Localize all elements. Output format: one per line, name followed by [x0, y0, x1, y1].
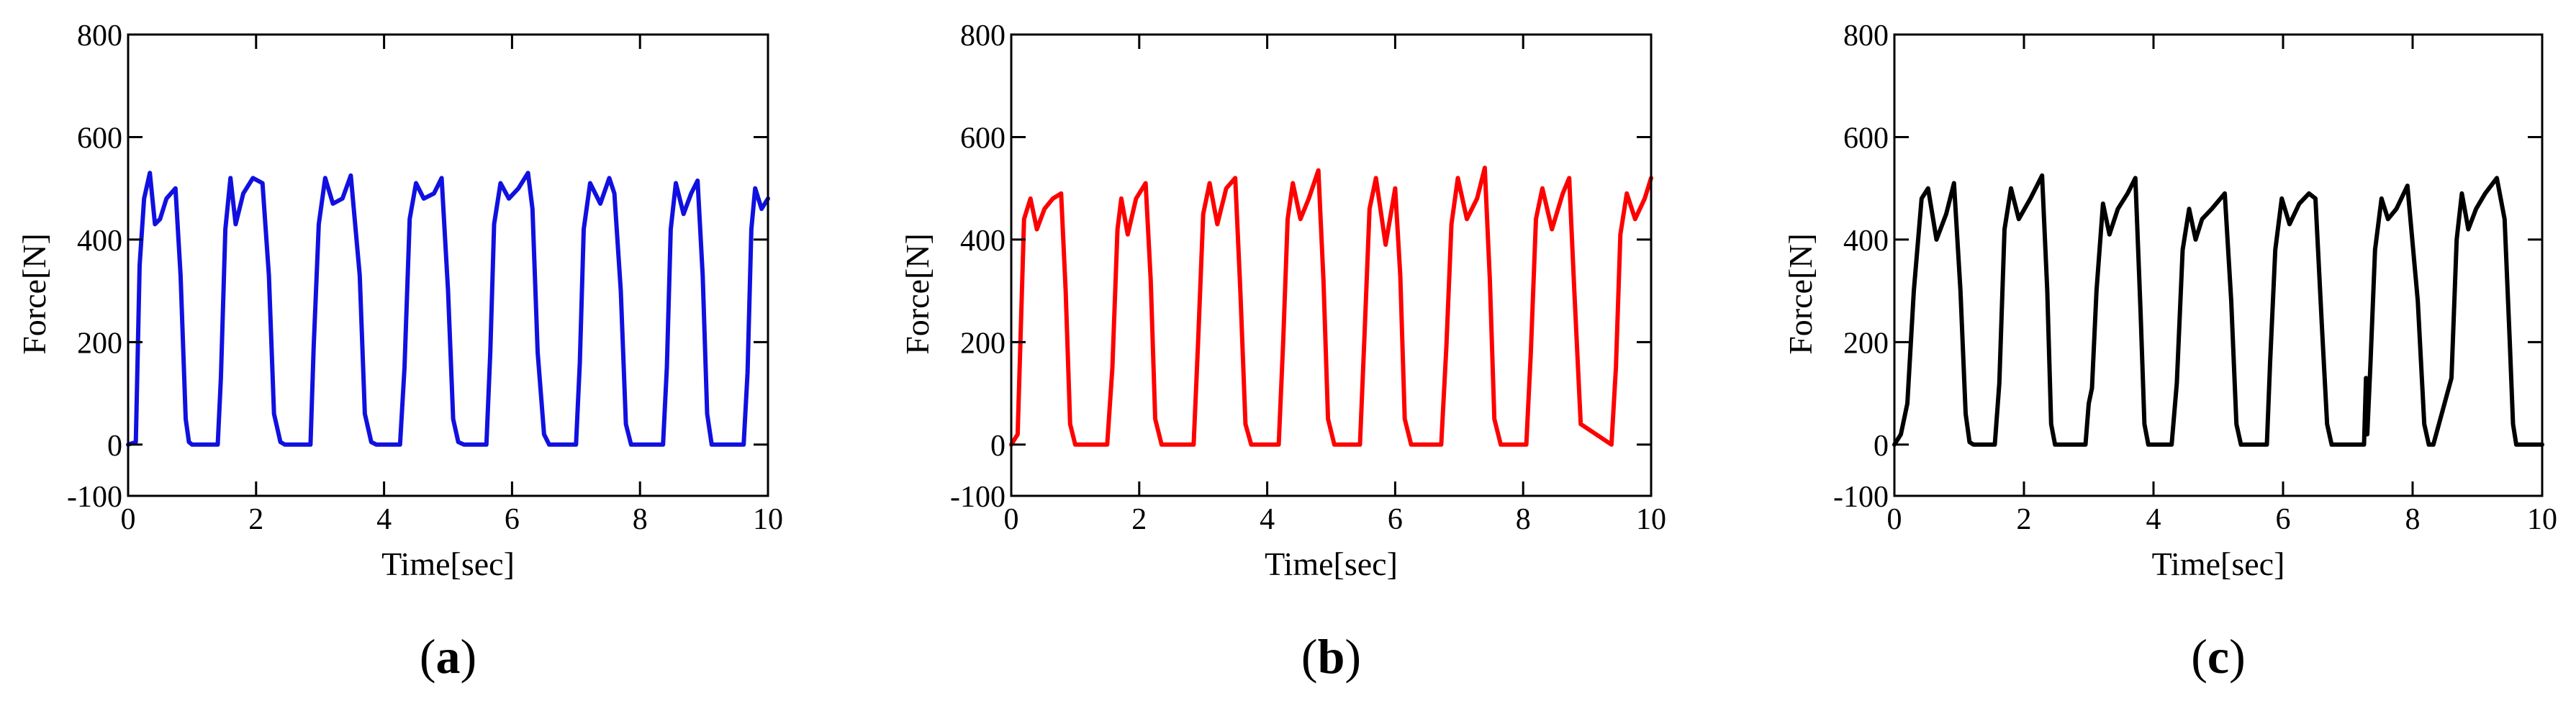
plot-frame-a: [127, 33, 769, 497]
panel-a: 0 2 4 6 8 10-1000200400600800Time[sec]Force[N…: [16, 19, 783, 684]
y-tick-label-a-0: 0: [107, 430, 122, 463]
y-tick-label-b-0: 0: [990, 430, 1005, 463]
y-axis-label-a: Force[N]: [16, 233, 53, 355]
panel-b: 0 2 4 6 8 10-1000200400600800Time[sec]Force[N…: [899, 19, 1666, 684]
series-line-b-0: [1009, 166, 1653, 447]
panel-c: 0 2 4 6 8 10-1000200400600800Time[sec]Force[N…: [1782, 19, 2557, 684]
x-tick-label-a-8: 8: [633, 503, 648, 536]
y-tick-label-c-200: 200: [1843, 327, 1889, 360]
y-tick-label-c-400: 400: [1843, 225, 1889, 258]
x-tick-label-c-10: 10: [2527, 503, 2557, 536]
y-tick-label-c-800: 800: [1843, 19, 1889, 53]
panel-label-c: (c): [2191, 629, 2246, 684]
x-axis-label-a: Time[sec]: [381, 546, 515, 582]
x-tick-label-b-2: 2: [1131, 503, 1147, 536]
x-tick-label-b-6: 6: [1388, 503, 1403, 536]
y-tick-label-a-400: 400: [77, 225, 122, 258]
y-tick-label-b-400: 400: [960, 225, 1005, 258]
x-tick-label-a-10: 10: [753, 503, 783, 536]
y-tick-label-a-200: 200: [77, 327, 122, 360]
y-tick-label-a-800: 800: [77, 19, 122, 53]
x-tick-label-a-2: 2: [248, 503, 263, 536]
y-tick-label-b-200: 200: [960, 327, 1005, 360]
y-tick-label-c-600: 600: [1843, 122, 1889, 155]
y-tick-label-b--100: -100: [950, 481, 1005, 514]
x-tick-label-c-0: 0: [1887, 503, 1902, 536]
y-tick-label-c-0: 0: [1874, 430, 1889, 463]
x-tick-label-a-6: 6: [505, 503, 520, 536]
panel-label-b: (b): [1301, 629, 1361, 684]
y-tick-label-b-600: 600: [960, 122, 1005, 155]
panel-label-a: (a): [420, 629, 476, 684]
x-tick-label-a-4: 4: [376, 503, 392, 536]
y-tick-label-a-600: 600: [77, 122, 122, 155]
y-axis-label-c: Force[N]: [1782, 233, 1819, 355]
x-tick-label-b-10: 10: [1636, 503, 1666, 536]
y-tick-label-b-800: 800: [960, 19, 1005, 53]
x-tick-label-c-8: 8: [2405, 503, 2421, 536]
y-tick-label-c--100: -100: [1833, 481, 1889, 514]
x-tick-label-b-4: 4: [1260, 503, 1275, 536]
x-tick-label-a-0: 0: [121, 503, 136, 536]
x-tick-label-c-6: 6: [2276, 503, 2291, 536]
x-tick-label-c-4: 4: [2146, 503, 2161, 536]
series-line-c-0: [1892, 173, 2544, 447]
x-tick-label-b-8: 8: [1516, 503, 1531, 536]
y-tick-label-a--100: -100: [67, 481, 122, 514]
x-tick-label-c-2: 2: [2017, 503, 2032, 536]
y-axis-label-b: Force[N]: [899, 233, 936, 355]
x-axis-label-c: Time[sec]: [2152, 546, 2285, 582]
plot-frame-c: [1893, 33, 2544, 497]
x-axis-label-b: Time[sec]: [1265, 546, 1398, 582]
plot-frame-b: [1010, 33, 1653, 497]
x-tick-label-b-0: 0: [1004, 503, 1019, 536]
series-line-a-0: [126, 171, 770, 447]
